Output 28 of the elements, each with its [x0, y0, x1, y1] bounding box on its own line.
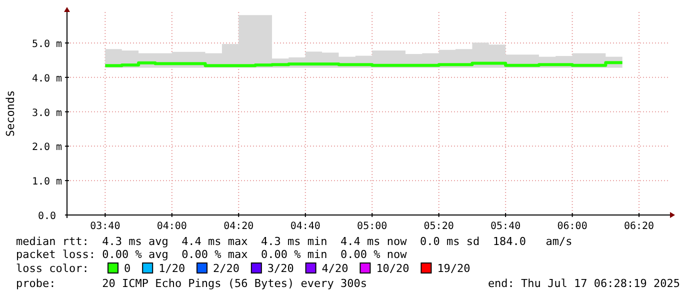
x-tick-label: 04:40	[290, 221, 320, 232]
x-tick-label: 05:40	[490, 221, 521, 232]
text: loss color:	[16, 262, 89, 275]
legend-label: 19/20	[437, 262, 470, 275]
legend-label: 4/20	[322, 262, 348, 275]
x-tick-label: 05:20	[424, 221, 454, 232]
x-tick-label: 06:00	[557, 221, 588, 232]
y-tick-label: 2.0 m	[32, 142, 62, 154]
text: end: Thu Jul 17 06:28:19 2025	[488, 277, 680, 290]
x-tick-label: 04:00	[156, 221, 187, 232]
y-tick-label: 4.0 m	[32, 73, 62, 84]
y-axis-title: Seconds	[4, 90, 17, 137]
x-tick-label: 06:20	[624, 221, 654, 232]
y-tick-label: 0.0	[38, 211, 56, 222]
legend-label: 0	[124, 262, 131, 275]
x-tick-label: 04:20	[224, 221, 254, 232]
y-tick-label: 3.0 m	[32, 108, 62, 119]
text: median rtt: 4.3 ms avg 4.4 ms max 4.3 ms min 4.4 ms now 0.0 ms sd 184.0 am/s	[16, 235, 572, 248]
x-tick-label: 05:00	[357, 221, 388, 232]
legend-label: 10/20	[376, 262, 410, 275]
legend-label: 2/20	[213, 262, 240, 275]
y-tick-label: 5.0 m	[32, 38, 62, 50]
y-tick-label: 1.0 m	[32, 176, 62, 188]
legend-label: 1/20	[158, 262, 186, 275]
x-tick-label: 03:40	[90, 221, 120, 232]
text: probe: 20 ICMP Echo Pings (56 Bytes) every 300s	[16, 277, 367, 290]
text: packet loss: 0.00 % avg 0.00 % max 0.00 % min 0.00 % now	[16, 248, 408, 261]
legend-label: 3/20	[267, 262, 294, 275]
